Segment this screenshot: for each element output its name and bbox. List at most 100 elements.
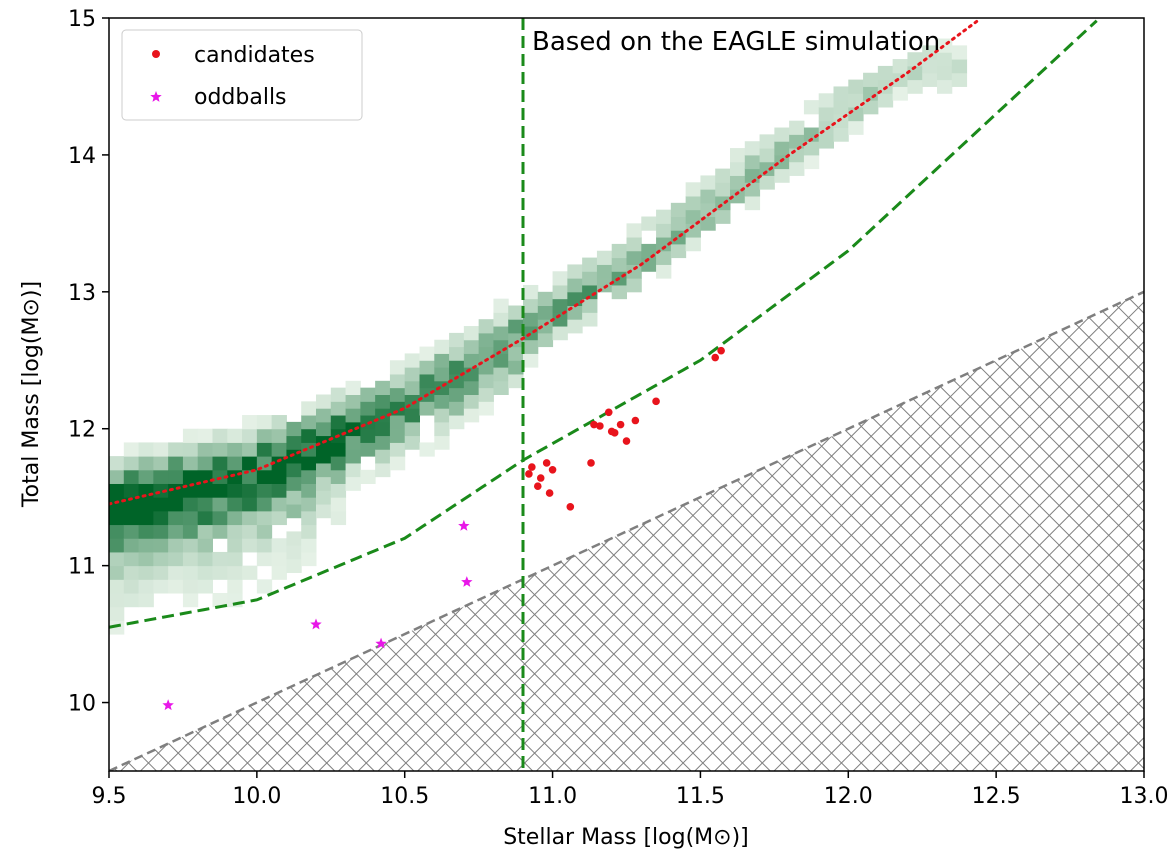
heatmap-cell bbox=[182, 456, 199, 471]
heatmap-cell bbox=[523, 298, 539, 313]
heatmap-cell bbox=[153, 551, 169, 567]
heatmap-cell bbox=[744, 195, 761, 211]
heatmap-cell bbox=[153, 538, 169, 553]
heatmap-cell bbox=[109, 469, 125, 484]
heatmap-cell bbox=[138, 538, 154, 553]
heatmap-cell bbox=[656, 250, 672, 265]
heatmap-cell bbox=[256, 579, 273, 594]
oddball-point bbox=[458, 519, 470, 531]
x-tick-label: 12.5 bbox=[972, 784, 1021, 809]
x-tick-label: 11.5 bbox=[676, 784, 725, 809]
heatmap-cell bbox=[138, 469, 154, 484]
heatmap-cell bbox=[552, 271, 568, 286]
heatmap-cell bbox=[256, 510, 273, 526]
heatmap-cell bbox=[138, 497, 154, 512]
heatmap-cell bbox=[537, 305, 554, 320]
y-tick-label: 13 bbox=[68, 281, 96, 306]
heatmap-cell bbox=[301, 401, 317, 416]
heatmap-cell bbox=[508, 305, 524, 320]
candidate-point bbox=[631, 416, 640, 425]
heatmap-cell bbox=[301, 497, 317, 512]
candidate-point bbox=[616, 420, 625, 429]
heatmap-cell bbox=[922, 45, 938, 60]
heatmap-cell bbox=[301, 456, 317, 471]
heatmap-cell bbox=[271, 551, 287, 567]
heatmap-cell bbox=[730, 189, 746, 204]
heatmap-cell bbox=[463, 380, 480, 395]
heatmap-cell bbox=[123, 538, 140, 553]
heatmap-cell bbox=[449, 332, 465, 348]
heatmap-cell bbox=[168, 579, 184, 594]
oddball-point bbox=[310, 618, 322, 630]
heatmap-cell bbox=[626, 223, 642, 238]
heatmap-cell bbox=[375, 435, 391, 450]
heatmap-cell bbox=[168, 538, 184, 553]
heatmap-cell bbox=[212, 565, 228, 580]
heatmap-cell bbox=[123, 442, 140, 457]
candidate-point bbox=[622, 437, 631, 445]
heatmap-cell bbox=[715, 182, 731, 197]
heatmap-cell bbox=[463, 394, 480, 409]
heatmap-cell bbox=[833, 86, 849, 101]
heatmap-cell bbox=[389, 428, 406, 443]
heatmap-cell bbox=[463, 339, 480, 354]
legend: candidates oddballs bbox=[121, 29, 363, 121]
heatmap-cell bbox=[197, 551, 213, 567]
heatmap-cell bbox=[759, 148, 775, 163]
heatmap-cell bbox=[227, 442, 243, 457]
heatmap-cell bbox=[463, 326, 480, 341]
heatmap-cell bbox=[271, 565, 287, 580]
heatmap-cell bbox=[478, 346, 494, 361]
heatmap-cell bbox=[242, 524, 258, 539]
heatmap-cell bbox=[227, 579, 243, 594]
heatmap-cell bbox=[759, 175, 775, 190]
heatmap-cell bbox=[389, 442, 406, 457]
heatmap-cell bbox=[182, 538, 199, 553]
heatmap-cell bbox=[389, 456, 406, 471]
heatmap-cell bbox=[301, 551, 317, 567]
heatmap-cell bbox=[212, 510, 228, 526]
heatmap-cell bbox=[419, 360, 435, 375]
heatmap-cell bbox=[227, 483, 243, 498]
heatmap-cell bbox=[700, 202, 716, 218]
heatmap-cell bbox=[271, 442, 287, 457]
heatmap-cell bbox=[271, 415, 287, 430]
heatmap-cell bbox=[271, 483, 287, 498]
heatmap-cell bbox=[493, 298, 509, 313]
heatmap-cell bbox=[330, 387, 347, 402]
heatmap-cell bbox=[182, 551, 199, 567]
heatmap-cell bbox=[153, 456, 169, 471]
heatmap-cell bbox=[951, 45, 968, 60]
heatmap-cell bbox=[744, 154, 761, 170]
heatmap-cell bbox=[463, 408, 480, 423]
heatmap-cell bbox=[256, 469, 273, 484]
heatmap-cell bbox=[242, 483, 258, 498]
heatmap-cell bbox=[256, 442, 273, 457]
heatmap-cell bbox=[848, 79, 864, 94]
heatmap-cell bbox=[449, 401, 465, 416]
heatmap-cell bbox=[803, 100, 820, 115]
heatmap-cell bbox=[656, 237, 672, 252]
heatmap-cell bbox=[626, 250, 642, 265]
heatmap-cell bbox=[449, 387, 465, 402]
heatmap-cell bbox=[463, 353, 480, 368]
heatmap-cell bbox=[567, 264, 583, 279]
heatmap-cell bbox=[552, 284, 568, 300]
heatmap-cell bbox=[197, 497, 213, 512]
heatmap-cell bbox=[389, 415, 406, 430]
heatmap-cell bbox=[227, 524, 243, 539]
heatmap-cell bbox=[227, 428, 243, 443]
heatmap-cell bbox=[774, 127, 790, 142]
heatmap-cell bbox=[537, 319, 554, 334]
heatmap-cell bbox=[641, 216, 657, 231]
y-tick-label: 14 bbox=[68, 144, 96, 169]
heatmap-cell bbox=[271, 510, 287, 526]
heatmap-cell bbox=[182, 524, 199, 539]
heatmap-cell bbox=[892, 59, 908, 74]
heatmap-cell bbox=[848, 120, 864, 135]
heatmap-cell bbox=[153, 510, 169, 526]
y-tick-label: 10 bbox=[68, 692, 96, 717]
y-axis: 10 11 12 13 14 15 bbox=[68, 7, 109, 717]
heatmap-cell bbox=[138, 510, 154, 526]
heatmap-cell bbox=[700, 189, 716, 204]
